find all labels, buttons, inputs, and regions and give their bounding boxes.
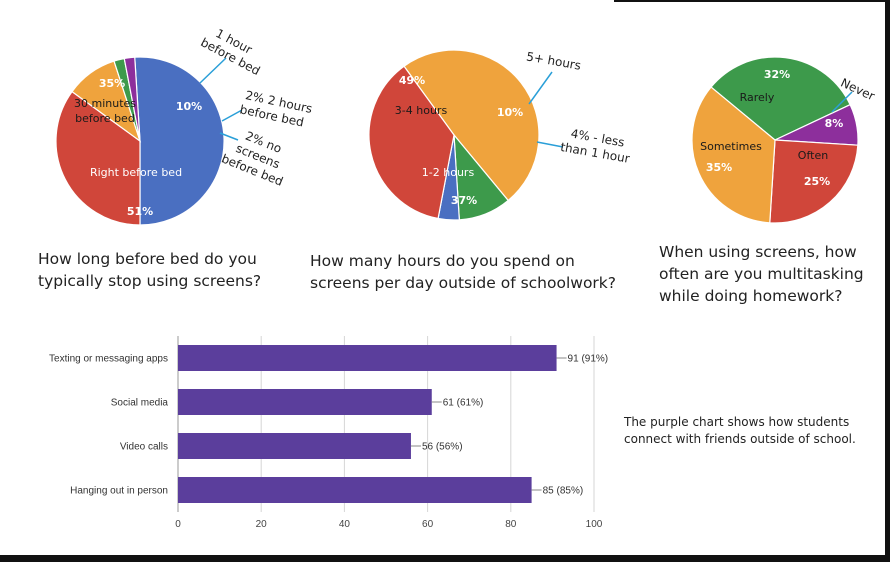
- bar-value-label-1: 61 (61%): [443, 398, 484, 409]
- pie3-question-line1: When using screens, how: [659, 243, 857, 261]
- bar-value-label-0: 91 (91%): [568, 354, 609, 365]
- pie1-slice-1: [55, 90, 141, 226]
- pie3-label-rarely: Rarely: [740, 91, 775, 104]
- pie3-slice-2: [769, 139, 859, 224]
- pie3-pct-rarely: 32%: [764, 68, 790, 81]
- pie1-internal-labels: 35% 30 minutes before bed 10% Right befo…: [74, 77, 202, 218]
- pie3-leader-never: [831, 91, 853, 113]
- bar-chart: 0 20 40 60 80 100 Texting or messaging apps 91 …: [49, 336, 608, 530]
- pie1-pct-one-hour: 10%: [176, 100, 202, 113]
- pie2-slice-3: [368, 65, 455, 220]
- pie2-question: How many hours do you spend on screens p…: [310, 250, 616, 294]
- bar-chart-note: The purple chart shows how students conn…: [624, 414, 856, 448]
- pie2-pct-five-plus: 10%: [497, 106, 523, 119]
- pie3-pct-never: 8%: [825, 117, 844, 130]
- pie2-leader-five-plus: [528, 71, 553, 105]
- top-border-line: [614, 0, 890, 2]
- pie1-label-right-before-bed: Right before bed: [90, 166, 182, 179]
- pie1-question-line2: typically stop using screens?: [38, 272, 262, 290]
- pie3-slice-3: [691, 86, 776, 224]
- bar-0: [178, 345, 557, 371]
- pie1-slice-0: [134, 56, 225, 226]
- pie3-question-line3: while doing homework?: [659, 287, 843, 305]
- pie2-leader-less-one: [536, 141, 564, 148]
- bar-3: [178, 477, 532, 503]
- bar-x-tick-100: 100: [586, 519, 603, 530]
- bar-category-label-0: Texting or messaging apps: [49, 354, 168, 365]
- pie1-label-thirty-min-l2: before bed: [75, 112, 135, 125]
- bar-category-label-1: Social media: [111, 398, 169, 409]
- pie1-leader-no-screens: [219, 132, 239, 141]
- bar-1: [178, 389, 432, 415]
- bar-category-label-3: Hanging out in person: [70, 486, 168, 497]
- bar-x-tick-20: 20: [256, 519, 268, 530]
- pie2-slice-0: [403, 49, 540, 202]
- pie3-question: When using screens, how often are you mu…: [659, 241, 864, 307]
- bar-value-label-2: 56 (56%): [422, 442, 463, 453]
- bar-category-label-2: Video calls: [120, 442, 168, 453]
- bar-x-tick-60: 60: [422, 519, 434, 530]
- pie3-question-line2: often are you multitasking: [659, 265, 864, 283]
- pie1-slice-4: [123, 56, 141, 142]
- pie1-question: How long before bed do you typically sto…: [38, 248, 261, 292]
- bar-chart-note-line1: The purple chart shows how students: [624, 415, 850, 429]
- pie-charts: [55, 49, 859, 226]
- pie1-leader-one-hour: [199, 57, 227, 84]
- right-border: [885, 0, 890, 562]
- pie1-label-thirty-min-l1: 30 minutes: [74, 97, 136, 110]
- bar-x-tick-40: 40: [339, 519, 351, 530]
- bar-value-label-3: 85 (85%): [543, 486, 584, 497]
- pie2-label-three-four: 3-4 hours: [395, 104, 448, 117]
- pie2-question-line2: screens per day outside of schoolwork?: [310, 274, 617, 292]
- pie3-label-often: Often: [798, 149, 828, 162]
- pie2-label-one-two: 1-2 hours: [422, 166, 475, 179]
- bar-chart-note-line2: connect with friends outside of school.: [624, 432, 856, 446]
- pie3-pct-often: 25%: [804, 175, 830, 188]
- pie2-question-line1: How many hours do you spend on: [310, 252, 575, 270]
- bar-2: [178, 433, 411, 459]
- bottom-border: [0, 555, 890, 562]
- pie1-pct-thirty-min: 35%: [99, 77, 125, 90]
- pie1-question-line1: How long before bed do you: [38, 250, 257, 268]
- pie1-leader-two-hours: [221, 109, 243, 122]
- pie2-label-five-plus: 5+ hours: [525, 49, 582, 72]
- pie1-pct-right-before-bed: 51%: [127, 205, 153, 218]
- pie2-pct-one-two: 37%: [451, 194, 477, 207]
- pie3-pct-sometimes: 35%: [706, 161, 732, 174]
- pie3-label-sometimes: Sometimes: [700, 140, 762, 153]
- pie3-slice-0: [710, 56, 851, 141]
- bar-x-tick-80: 80: [505, 519, 517, 530]
- bar-x-tick-0: 0: [175, 519, 181, 530]
- pie2-pct-three-four: 49%: [399, 74, 425, 87]
